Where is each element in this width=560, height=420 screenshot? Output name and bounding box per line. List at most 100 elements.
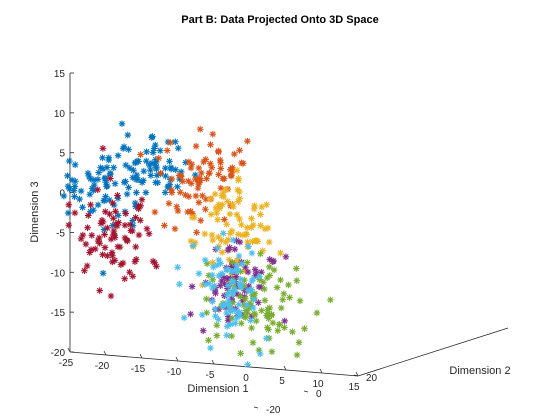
data-point-stroke <box>219 270 225 277</box>
x-tick-mark <box>319 368 323 374</box>
data-point-stroke <box>249 250 255 256</box>
data-point-stroke <box>209 232 215 238</box>
data-point <box>215 171 222 178</box>
data-point-stroke <box>251 203 258 209</box>
data-point <box>145 230 153 237</box>
data-point-stroke <box>146 231 152 237</box>
data-point <box>224 246 232 254</box>
data-point <box>244 137 251 145</box>
data-point-stroke <box>189 161 195 167</box>
y-tick-label: -20 <box>266 405 281 416</box>
data-point-stroke <box>228 268 235 275</box>
data-point <box>153 163 160 171</box>
data-point-stroke <box>301 325 308 332</box>
data-point-stroke <box>72 183 78 190</box>
y-axis-line <box>357 327 509 377</box>
data-point <box>208 231 216 239</box>
data-point-stroke <box>281 324 288 331</box>
data-point <box>282 253 290 261</box>
data-point <box>137 217 144 224</box>
data-point <box>233 211 241 218</box>
data-point-stroke <box>156 155 162 161</box>
data-point-stroke <box>164 147 170 154</box>
data-point <box>65 221 73 229</box>
data-point-stroke <box>230 203 236 210</box>
data-point <box>263 201 270 209</box>
data-point-stroke <box>259 248 266 254</box>
data-point <box>114 152 122 159</box>
data-point-stroke <box>205 337 212 344</box>
data-point-stroke <box>66 222 72 228</box>
data-point-stroke <box>237 268 244 275</box>
data-point <box>71 209 79 217</box>
data-point-stroke <box>314 310 320 316</box>
data-point <box>201 256 209 264</box>
data-point <box>114 212 122 219</box>
data-point <box>218 192 225 199</box>
data-point-stroke <box>278 305 284 311</box>
data-point-stroke <box>225 313 232 320</box>
data-point-stroke <box>281 291 287 297</box>
data-point-stroke <box>231 279 237 285</box>
data-point-stroke <box>140 177 147 184</box>
data-point-stroke <box>207 345 214 351</box>
data-point <box>203 175 210 182</box>
data-point-stroke <box>148 172 154 179</box>
data-point <box>257 211 264 218</box>
data-point <box>218 237 225 244</box>
data-point <box>77 187 85 195</box>
data-point-stroke <box>132 258 138 265</box>
data-point <box>110 164 117 171</box>
data-point-stroke <box>88 246 94 253</box>
data-point-stroke <box>69 177 75 183</box>
data-point-stroke <box>286 294 293 301</box>
data-point <box>140 167 148 175</box>
data-point <box>137 151 144 158</box>
data-point-stroke <box>228 321 234 328</box>
data-point-stroke <box>230 237 236 243</box>
data-point-stroke <box>109 253 116 259</box>
data-point-stroke <box>276 321 283 328</box>
data-point <box>122 178 129 185</box>
data-point <box>123 190 131 198</box>
data-point <box>201 281 209 288</box>
data-point <box>163 147 171 154</box>
data-point <box>174 264 181 271</box>
data-point-stroke <box>212 313 219 319</box>
data-point-stroke <box>234 167 240 174</box>
data-point-stroke <box>214 245 221 251</box>
data-point-stroke <box>164 184 171 190</box>
data-point-stroke <box>94 187 101 193</box>
data-point-stroke <box>96 287 103 294</box>
data-point-stroke <box>245 269 251 275</box>
data-point <box>129 273 137 280</box>
data-point <box>281 317 288 325</box>
data-point <box>87 246 95 253</box>
data-point-stroke <box>204 260 210 267</box>
data-point-stroke <box>157 170 164 176</box>
data-point <box>217 282 224 289</box>
data-point-stroke <box>198 217 204 224</box>
data-point <box>172 138 179 146</box>
data-point <box>206 195 214 203</box>
data-point-stroke <box>257 222 264 229</box>
data-point <box>175 172 183 179</box>
data-point-stroke <box>89 232 95 239</box>
data-point <box>236 238 244 246</box>
x-tick-mark <box>139 353 143 359</box>
data-point-stroke <box>109 259 116 265</box>
data-point-stroke <box>102 193 109 200</box>
data-point <box>216 156 224 164</box>
data-point <box>76 195 83 203</box>
data-point-stroke <box>244 239 251 245</box>
data-point <box>277 304 285 312</box>
data-point <box>188 283 196 290</box>
data-point <box>77 235 85 243</box>
data-point <box>258 203 266 211</box>
data-point-stroke <box>209 164 215 171</box>
data-point <box>242 307 250 314</box>
data-point-stroke <box>71 187 77 194</box>
data-point-stroke <box>85 170 91 176</box>
data-point-stroke <box>212 290 219 296</box>
